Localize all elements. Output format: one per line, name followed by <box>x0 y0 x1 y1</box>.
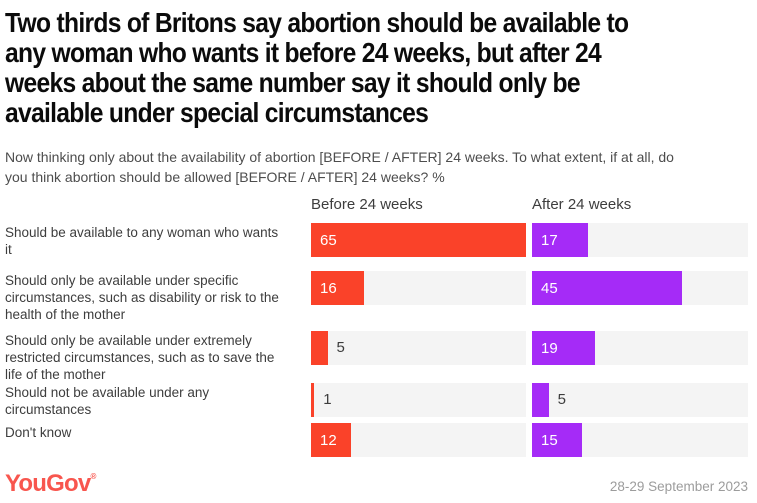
label-column-spacer <box>5 196 305 223</box>
after-bar-track: 19 <box>532 331 748 365</box>
yougov-logo-text: YouGov <box>5 470 91 497</box>
title-line: any woman who wants it before 24 weeks, … <box>5 37 602 68</box>
before-bar-track: 5 <box>311 331 526 365</box>
question-line: you think abortion should be allowed [BE… <box>5 169 445 185</box>
value-label: 65 <box>320 231 337 249</box>
before-bar: 65 <box>311 223 526 257</box>
chart-row: Should only be available under specific … <box>5 271 748 331</box>
after-bar <box>532 383 549 417</box>
chart-row: Should not be available under any circum… <box>5 383 748 423</box>
question-line: Now thinking only about the availability… <box>5 149 674 165</box>
value-label: 12 <box>320 431 337 449</box>
chart-row: Should only be available under extremely… <box>5 331 748 383</box>
category-label: Should only be available under specific … <box>5 273 279 322</box>
category-label: Should only be available under extremely… <box>5 333 275 382</box>
value-label: 1 <box>323 391 332 408</box>
before-bar-track: 12 <box>311 423 526 457</box>
fieldwork-date: 28-29 September 2023 <box>609 479 748 494</box>
question-text: Now thinking only about the availability… <box>5 147 748 187</box>
title-line: Two thirds of Britons say abortion shoul… <box>5 7 629 38</box>
chart-row: Don't know 12 15 <box>5 423 748 457</box>
before-bar-track: 1 <box>311 383 526 417</box>
before-bar: 12 <box>311 423 351 457</box>
yougov-logo: YouGov® <box>5 465 96 496</box>
value-label: 15 <box>541 431 558 449</box>
chart-row: Should be available to any woman who wan… <box>5 223 748 271</box>
category-label: Should be available to any woman who wan… <box>5 225 279 257</box>
after-bar-track: 15 <box>532 423 748 457</box>
before-bar: 16 <box>311 271 364 305</box>
footer: YouGov® 28-29 September 2023 <box>5 465 748 496</box>
after-bar: 19 <box>532 331 596 365</box>
category-label: Should not be available under any circum… <box>5 385 210 417</box>
column-headers: Before 24 weeks After 24 weeks <box>5 196 748 223</box>
title-line: available under special circumstances <box>5 97 429 128</box>
value-label: 5 <box>557 391 566 408</box>
value-label: 19 <box>541 339 558 357</box>
column-header-after: After 24 weeks <box>532 196 632 213</box>
after-bar: 15 <box>532 423 582 457</box>
value-label: 16 <box>320 279 337 297</box>
after-bar-track: 45 <box>532 271 748 305</box>
after-bar: 45 <box>532 271 682 305</box>
value-label: 5 <box>336 339 345 356</box>
title-line: weeks about the same number say it shoul… <box>5 67 581 98</box>
after-bar-track: 17 <box>532 223 748 257</box>
category-label: Don't know <box>5 425 72 440</box>
before-bar <box>311 331 328 365</box>
before-bar <box>311 383 315 417</box>
page-title: Two thirds of Britons say abortion shoul… <box>5 8 748 128</box>
before-bar-track: 16 <box>311 271 526 305</box>
registered-mark: ® <box>90 472 96 481</box>
after-bar-track: 5 <box>532 383 748 417</box>
after-bar: 17 <box>532 223 589 257</box>
value-label: 17 <box>541 231 558 249</box>
column-header-before: Before 24 weeks <box>311 196 423 213</box>
bar-chart: Should be available to any woman who wan… <box>5 223 748 457</box>
before-bar-track: 65 <box>311 223 526 257</box>
value-label: 45 <box>541 279 558 297</box>
